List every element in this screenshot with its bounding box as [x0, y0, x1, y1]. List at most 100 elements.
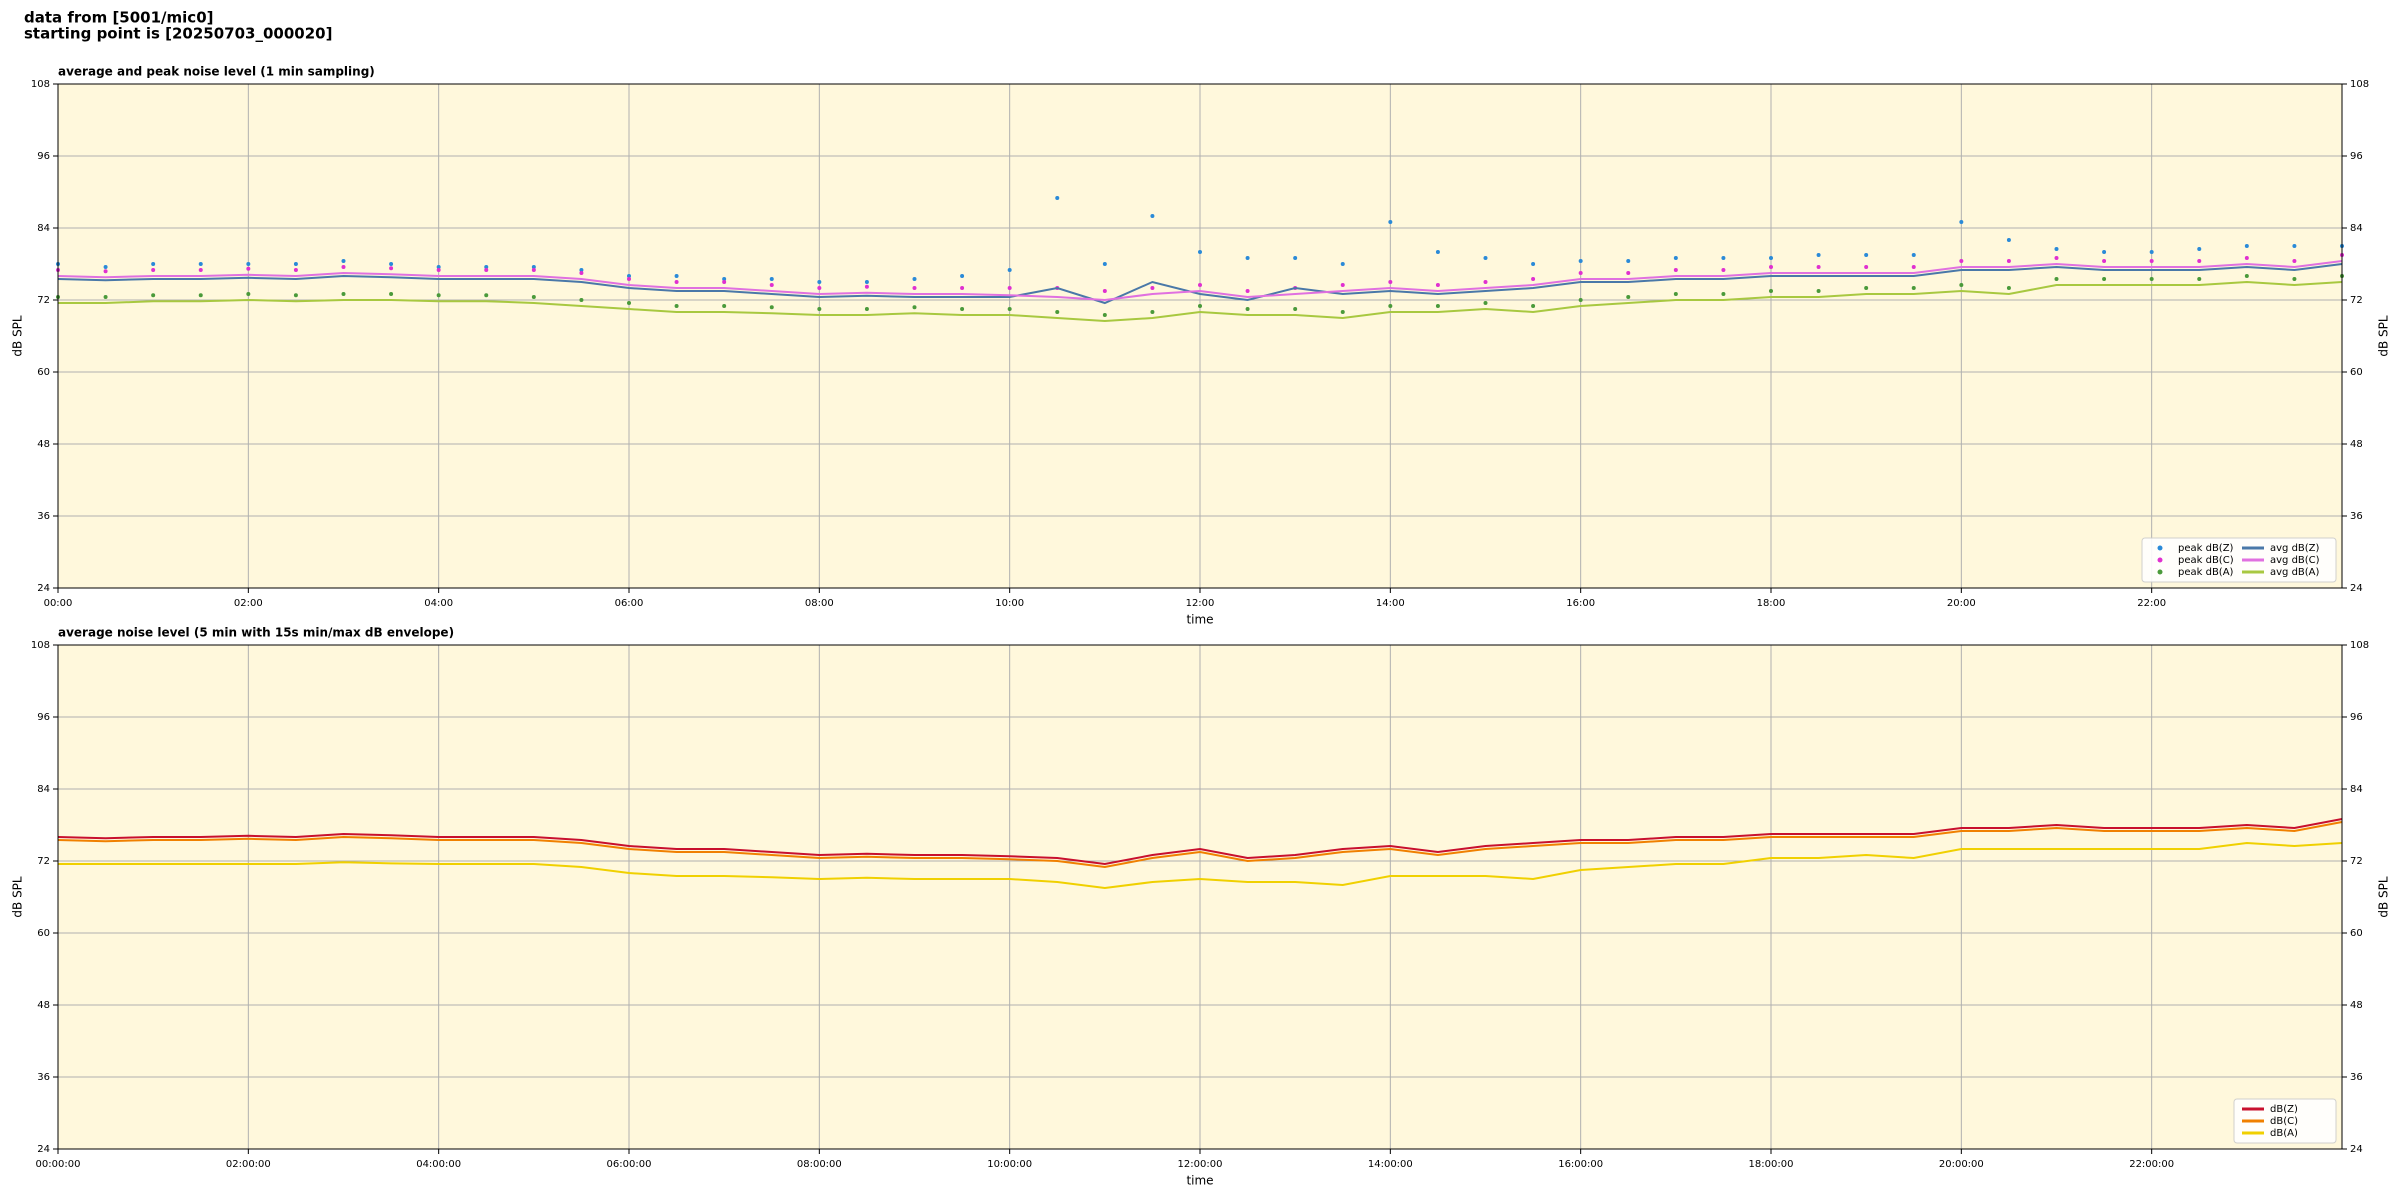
peak-dot [2149, 250, 2154, 254]
peak-dot [246, 292, 251, 296]
legend-label: avg dB(A) [2270, 567, 2320, 578]
peak-dot [817, 286, 822, 290]
x-tick-label: 00:00 [44, 598, 73, 609]
peak-dot [2054, 277, 2059, 281]
peak-dot [1435, 250, 1440, 254]
y-tick-label: 48 [37, 439, 50, 450]
peak-dot [2102, 250, 2107, 254]
peak-dot [960, 286, 965, 290]
peak-dot [1388, 304, 1393, 308]
x-tick-label: 20:00:00 [1939, 1159, 1984, 1170]
peak-dot [1911, 286, 1916, 290]
peak-dot [1578, 298, 1583, 302]
peak-dot [2102, 259, 2107, 263]
peak-dot [912, 277, 917, 281]
peak-dot [1007, 307, 1012, 311]
legend-label: dB(Z) [2270, 1104, 2298, 1115]
legend-label: dB(C) [2270, 1116, 2298, 1127]
legend-marker [2157, 545, 2163, 551]
peak-dot [436, 265, 441, 269]
x-tick-label: 00:00:00 [36, 1159, 81, 1170]
peak-dot [722, 280, 727, 284]
peak-dot [103, 269, 108, 274]
peak-dot [2006, 259, 2011, 263]
y-tick-label: 72 [37, 295, 50, 306]
legend-label: peak dB(A) [2178, 567, 2234, 578]
peak-dot [246, 266, 251, 271]
peak-dot [1578, 259, 1583, 263]
chart-title: average and peak noise level (1 min samp… [58, 65, 375, 79]
peak-dot [1340, 310, 1345, 314]
peak-dot [2006, 286, 2011, 290]
y-tick-label: 108 [31, 79, 50, 90]
peak-dot [484, 293, 489, 298]
peak-dot [1626, 271, 1631, 275]
peak-dot [151, 293, 156, 298]
peak-dot [1055, 196, 1060, 200]
peak-dot [1150, 310, 1155, 314]
y2-tick-label: 96 [2350, 151, 2363, 162]
y-axis-label: dB SPL [11, 315, 25, 357]
series-line [57, 818, 2343, 866]
legend-label: peak dB(Z) [2178, 543, 2234, 554]
peak-dot [484, 265, 489, 269]
peak-dot [1388, 220, 1393, 224]
peak-dot [912, 305, 917, 310]
peak-dot [2197, 277, 2202, 281]
y2-tick-label: 36 [2350, 511, 2363, 522]
legend-marker [2157, 569, 2163, 575]
y2-tick-label: 60 [2350, 367, 2363, 378]
peak-dot [531, 268, 536, 272]
peak-dot [246, 262, 251, 266]
peak-dot [1055, 310, 1060, 314]
peak-dot [1435, 283, 1440, 287]
peak-dot [484, 268, 489, 272]
peak-dot [2197, 247, 2202, 251]
peak-dot [293, 293, 298, 298]
peak-dot [2006, 238, 2011, 242]
peak-dot [1340, 283, 1345, 287]
y-tick-label: 84 [37, 223, 50, 234]
peak-dot [960, 307, 965, 311]
x-tick-label: 12:00:00 [1178, 1159, 1223, 1170]
peak-dot [103, 295, 108, 299]
x-tick-label: 16:00 [1566, 598, 1595, 609]
peak-dot [2244, 244, 2249, 248]
peak-dot [1531, 304, 1536, 308]
header-line: data from [5001/mic0] [24, 9, 214, 27]
legend-label: avg dB(Z) [2270, 543, 2320, 554]
peak-dot [198, 268, 203, 272]
peak-dot [1245, 307, 1250, 311]
y-tick-label: 60 [37, 367, 50, 378]
x-tick-label: 08:00:00 [797, 1159, 842, 1170]
y2-tick-label: 72 [2350, 295, 2363, 306]
legend-marker [2157, 557, 2163, 563]
x-tick-label: 14:00:00 [1368, 1159, 1413, 1170]
x-tick-label: 04:00:00 [416, 1159, 461, 1170]
peak-dot [2244, 274, 2249, 278]
y2-tick-label: 36 [2350, 1072, 2363, 1083]
series-line [57, 260, 2343, 302]
x-tick-label: 18:00:00 [1749, 1159, 1794, 1170]
peak-dot [1673, 268, 1678, 272]
x-tick-label: 02:00 [234, 598, 263, 609]
peak-dot [2292, 244, 2297, 248]
y-tick-label: 96 [37, 151, 50, 162]
peak-dot [627, 277, 631, 281]
y-tick-label: 36 [37, 511, 50, 522]
peak-dot [2054, 256, 2059, 260]
y-tick-label: 96 [37, 712, 50, 723]
peak-dot [1483, 301, 1488, 305]
peak-dot [1578, 271, 1583, 275]
y2-tick-label: 48 [2350, 439, 2363, 450]
peak-dot [1959, 259, 1964, 263]
peak-dot [1626, 259, 1631, 263]
peak-dot [2102, 277, 2107, 281]
peak-dot [627, 301, 631, 305]
x-tick-label: 18:00 [1757, 598, 1786, 609]
y2-tick-label: 72 [2350, 856, 2363, 867]
peak-dot [1150, 214, 1155, 218]
peak-dot [1198, 250, 1202, 254]
peak-dot [1816, 265, 1821, 269]
peak-dot [864, 307, 869, 311]
